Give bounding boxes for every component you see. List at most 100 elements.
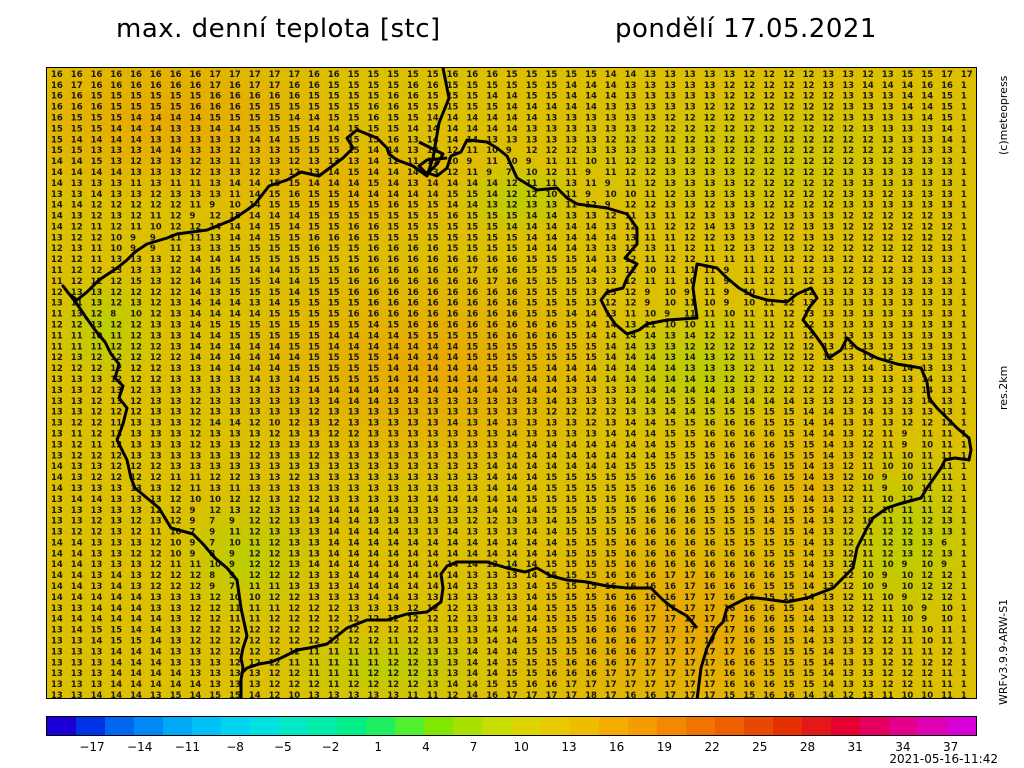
temperature-value: 13 [486, 430, 498, 440]
temperature-value: 10 [921, 626, 933, 636]
temperature-value: 13 [803, 233, 815, 243]
temperature-value: 14 [209, 342, 221, 352]
temperature-value: 13 [427, 462, 439, 472]
temperature-value: 13 [902, 266, 914, 276]
temperature-value: 13 [209, 190, 221, 200]
temperature-value: 15 [546, 299, 558, 309]
temperature-value: 10 [921, 560, 933, 570]
temperature-value: 13 [51, 233, 63, 243]
temperature-value: 13 [526, 135, 538, 145]
temperature-value: 11 [190, 179, 202, 189]
temperature-value: 16 [763, 430, 775, 440]
temperature-value: 15 [506, 233, 518, 243]
temperature-value: 13 [921, 190, 933, 200]
temperature-value: 17 [664, 626, 676, 636]
temperature-value: 12 [447, 691, 459, 699]
temperature-value: 16 [110, 70, 122, 80]
temperature-value: 14 [368, 157, 380, 167]
temperature-value: 12 [842, 473, 854, 483]
temperature-value: 14 [229, 179, 241, 189]
temperature-value: 11 [862, 538, 874, 548]
temperature-value: 13 [269, 168, 281, 178]
temperature-value: 15 [249, 255, 261, 265]
temperature-value: 13 [625, 233, 637, 243]
temperature-value: 13 [71, 691, 83, 699]
temperature-value: 13 [585, 244, 597, 254]
temperature-value: 12 [743, 114, 755, 124]
temperature-value: 13 [605, 386, 617, 396]
temperature-value: 16 [763, 560, 775, 570]
temperature-value: 11 [51, 310, 63, 320]
temperature-value: 16 [644, 473, 656, 483]
temperature-value: 13 [130, 560, 142, 570]
temperature-value: 14 [209, 124, 221, 134]
temperature-value: 14 [368, 593, 380, 603]
colorbar-swatch [47, 717, 77, 735]
temperature-value: 14 [506, 462, 518, 472]
temperature-value: 15 [585, 560, 597, 570]
temperature-value: 15 [308, 135, 320, 145]
temperature-value: 11 [170, 233, 182, 243]
colorbar-swatch [598, 717, 628, 735]
temperature-value: 15 [783, 484, 795, 494]
temperature-value: 14 [407, 582, 419, 592]
temperature-value: 16 [684, 495, 696, 505]
temperature-value: 14 [526, 506, 538, 516]
temperature-value: 1 [961, 342, 967, 352]
temperature-value: 14 [822, 451, 834, 461]
temperature-value: 13 [269, 397, 281, 407]
temperature-value: 12 [862, 604, 874, 614]
temperature-value: 13 [862, 201, 874, 211]
temperature-value: 16 [387, 266, 399, 276]
temperature-value: 11 [921, 647, 933, 657]
temperature-value: 12 [743, 146, 755, 156]
temperature-value: 14 [130, 124, 142, 134]
temperature-value: 16 [625, 637, 637, 647]
temperature-value: 11 [328, 680, 340, 690]
temperature-value: 14 [466, 114, 478, 124]
temperature-value: 14 [308, 386, 320, 396]
temperature-value: 17 [684, 604, 696, 614]
temperature-value: 15 [526, 288, 538, 298]
temperature-value: 15 [704, 451, 716, 461]
temperature-value: 14 [625, 440, 637, 450]
temperature-value: 14 [486, 669, 498, 679]
temperature-value: 9 [882, 484, 888, 494]
temperature-value: 1 [961, 440, 967, 450]
temperature-value: 15 [526, 310, 538, 320]
temperature-value: 12 [130, 549, 142, 559]
temperature-value: 12 [526, 146, 538, 156]
temperature-value: 13 [447, 506, 459, 516]
temperature-value: 13 [842, 342, 854, 352]
temperature-value: 13 [803, 397, 815, 407]
temperature-value: 12 [269, 560, 281, 570]
temperature-value: 15 [288, 255, 300, 265]
temperature-value: 12 [130, 342, 142, 352]
temperature-value: 13 [447, 408, 459, 418]
temperature-value: 11 [427, 691, 439, 699]
temperature-value: 10 [585, 157, 597, 167]
temperature-value: 14 [664, 375, 676, 385]
temperature-value: 9 [526, 157, 532, 167]
temperature-value: 14 [506, 495, 518, 505]
temperature-value: 14 [862, 408, 874, 418]
temperature-value: 16 [743, 473, 755, 483]
temperature-value: 14 [684, 331, 696, 341]
temperature-value: 15 [546, 277, 558, 287]
temperature-value: 15 [526, 92, 538, 102]
temperature-value: 12 [783, 255, 795, 265]
temperature-value: 13 [585, 430, 597, 440]
temperature-value: 13 [783, 212, 795, 222]
temperature-value: 12 [328, 626, 340, 636]
temperature-value: 10 [882, 560, 894, 570]
temperature-value: 16 [427, 299, 439, 309]
temperature-value: 10 [170, 538, 182, 548]
temperature-value: 9 [724, 288, 730, 298]
temperature-value: 16 [743, 647, 755, 657]
temperature-value: 12 [170, 266, 182, 276]
temperature-value: 14 [130, 658, 142, 668]
temperature-value: 1 [961, 484, 967, 494]
temperature-value: 12 [170, 353, 182, 363]
temperature-value: 16 [427, 321, 439, 331]
temperature-value: 12 [743, 135, 755, 145]
